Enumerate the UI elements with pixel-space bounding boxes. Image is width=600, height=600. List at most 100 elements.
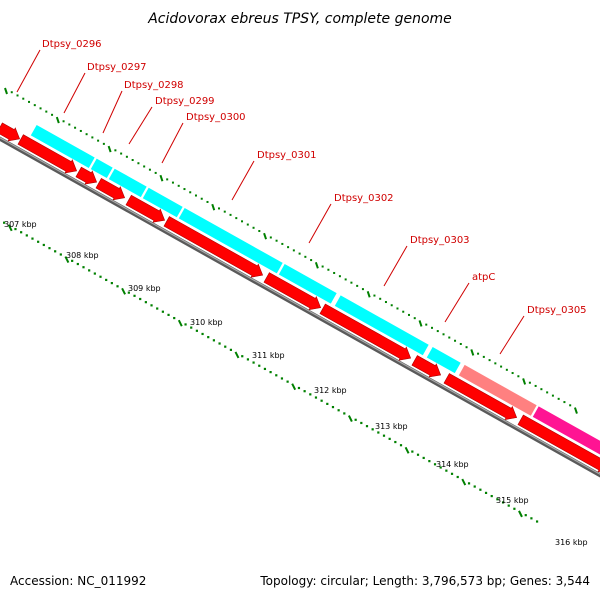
outer-major-tick bbox=[4, 87, 8, 95]
outer-minor-tick bbox=[85, 133, 88, 136]
scale-minor-tick bbox=[82, 266, 85, 269]
outer-minor-tick bbox=[269, 236, 272, 239]
scale-minor-tick bbox=[496, 498, 499, 501]
outer-minor-tick bbox=[402, 310, 405, 313]
outer-minor-tick bbox=[143, 165, 146, 168]
scale-minor-tick bbox=[105, 278, 108, 282]
scale-minor-tick bbox=[439, 466, 442, 469]
outer-minor-tick bbox=[97, 139, 100, 142]
scale-label: 310 kbp bbox=[190, 318, 223, 327]
gene-label: Dtpsy_0299 bbox=[155, 96, 215, 107]
outer-minor-tick bbox=[28, 100, 31, 103]
scale-minor-tick bbox=[297, 386, 301, 390]
scale-minor-tick bbox=[382, 434, 386, 437]
genome-backbone bbox=[0, 136, 600, 478]
scale-minor-tick bbox=[139, 297, 142, 301]
outer-major-tick bbox=[366, 291, 371, 298]
outer-minor-tick bbox=[517, 375, 520, 378]
gene-label: Dtpsy_0303 bbox=[410, 235, 470, 246]
scale-minor-tick bbox=[76, 262, 79, 266]
outer-minor-tick bbox=[16, 94, 19, 97]
outer-minor-tick bbox=[384, 301, 387, 304]
outer-minor-tick bbox=[465, 346, 468, 349]
scale-minor-tick bbox=[156, 307, 159, 310]
outer-major-tick bbox=[263, 232, 268, 240]
scale-minor-tick bbox=[399, 444, 403, 447]
scale-label: 311 kbp bbox=[252, 351, 285, 360]
outer-minor-tick bbox=[310, 259, 313, 262]
scale-minor-tick bbox=[422, 456, 425, 460]
gene-label: Dtpsy_0305 bbox=[527, 305, 587, 316]
scale-minor-tick bbox=[337, 409, 340, 412]
scale-major-tick bbox=[404, 446, 410, 454]
outer-minor-tick bbox=[356, 284, 359, 287]
outer-minor-tick bbox=[413, 317, 416, 320]
scale-minor-tick bbox=[167, 313, 170, 316]
scale-minor-tick bbox=[513, 507, 516, 510]
scale-minor-tick bbox=[501, 501, 505, 504]
outer-major-tick bbox=[55, 116, 60, 124]
outer-minor-tick bbox=[477, 352, 480, 355]
scale-minor-tick bbox=[144, 301, 147, 304]
outer-minor-tick bbox=[114, 149, 117, 152]
scale-minor-tick bbox=[212, 339, 216, 342]
outer-major-tick bbox=[211, 203, 216, 211]
outer-minor-tick bbox=[10, 91, 13, 94]
scale-major-tick bbox=[461, 478, 467, 486]
scale-minor-tick bbox=[54, 250, 57, 253]
outer-minor-tick bbox=[218, 207, 221, 210]
accession-text: Accession: NC_011992 bbox=[10, 574, 147, 588]
scale-minor-tick bbox=[314, 396, 318, 399]
outer-major-tick bbox=[573, 407, 578, 414]
outer-minor-tick bbox=[154, 171, 157, 174]
scale-minor-tick bbox=[241, 355, 244, 358]
outer-minor-tick bbox=[454, 339, 457, 342]
outer-minor-tick bbox=[62, 120, 65, 123]
outer-minor-tick bbox=[373, 294, 376, 297]
outer-minor-tick bbox=[206, 200, 209, 203]
scale-major-tick bbox=[64, 256, 70, 264]
map-title: Acidovorax ebreus TPSY, complete genome bbox=[147, 11, 452, 27]
outer-minor-tick bbox=[379, 297, 382, 300]
scale-minor-tick bbox=[343, 412, 346, 415]
genome-summary-text: Topology: circular; Length: 3,796,573 bp… bbox=[260, 574, 590, 588]
outer-minor-tick bbox=[200, 197, 203, 200]
outer-minor-tick bbox=[235, 217, 238, 220]
gene-label: Dtpsy_0301 bbox=[257, 150, 317, 161]
scale-minor-tick bbox=[275, 374, 278, 377]
scale-minor-tick bbox=[20, 231, 23, 234]
outer-minor-tick bbox=[436, 330, 439, 333]
scale-label: 308 kbp bbox=[66, 251, 99, 260]
gene-box bbox=[142, 187, 183, 218]
cds-arrow bbox=[443, 373, 518, 421]
scale-major-tick bbox=[121, 287, 126, 295]
gene-label: Dtpsy_0300 bbox=[186, 112, 246, 123]
callout-line bbox=[161, 122, 184, 164]
scale-minor-tick bbox=[354, 418, 357, 421]
outer-major-tick bbox=[314, 261, 319, 269]
scale-minor-tick bbox=[150, 304, 153, 307]
outer-minor-tick bbox=[39, 107, 42, 110]
scale-minor-tick bbox=[201, 332, 204, 336]
scale-minor-tick bbox=[377, 431, 380, 434]
scale-minor-tick bbox=[428, 460, 431, 463]
scale-minor-tick bbox=[93, 272, 96, 275]
outer-minor-tick bbox=[22, 97, 25, 100]
outer-major-tick bbox=[159, 174, 164, 182]
outer-major-tick bbox=[470, 349, 475, 356]
scale-minor-tick bbox=[258, 364, 261, 367]
callout-line bbox=[128, 106, 153, 145]
cds-arrow bbox=[411, 355, 442, 378]
outer-minor-tick bbox=[488, 359, 491, 362]
callout-line bbox=[102, 90, 123, 134]
outer-minor-tick bbox=[252, 226, 255, 229]
callout-line bbox=[499, 315, 525, 355]
outer-minor-tick bbox=[327, 268, 330, 271]
outer-minor-tick bbox=[189, 191, 192, 194]
gene-label: atpC bbox=[472, 272, 495, 283]
outer-minor-tick bbox=[281, 242, 284, 245]
scale-minor-tick bbox=[507, 504, 510, 507]
outer-minor-tick bbox=[511, 372, 514, 375]
scale-minor-tick bbox=[365, 425, 369, 428]
outer-minor-tick bbox=[74, 126, 77, 129]
